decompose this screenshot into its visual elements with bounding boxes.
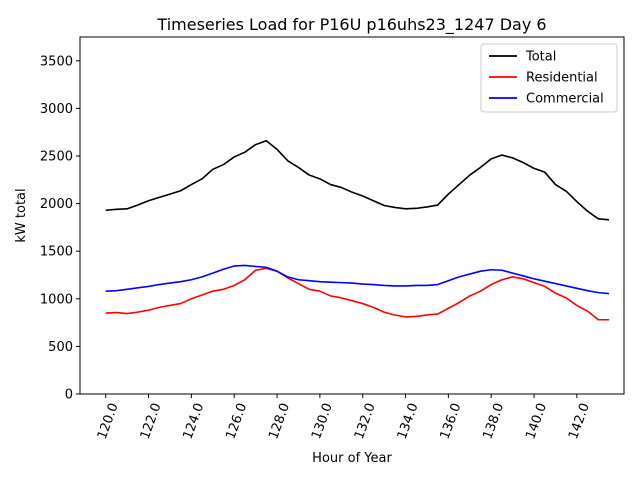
series-lines (105, 139, 610, 321)
y-axis-ticks: 0 500 1000 1500 2000 2500 3000 3500 (40, 54, 80, 403)
legend-box (480, 43, 618, 113)
y-tick-label: 1000 (40, 292, 73, 307)
series-line-residential (105, 267, 610, 321)
legend-label-residential: Residential (526, 71, 598, 86)
y-axis-label: kW total (14, 188, 29, 242)
x-axis-label: Hour of Year (312, 451, 392, 466)
legend: Total Residential Commercial (480, 43, 618, 113)
series-line-total (105, 139, 610, 221)
y-tick-label: 500 (48, 340, 73, 355)
y-tick-label: 3000 (40, 102, 73, 117)
legend-label-commercial: Commercial (526, 92, 604, 107)
plot-frame (79, 36, 625, 395)
y-tick-label: 2500 (40, 150, 73, 165)
series-line-commercial (105, 264, 610, 295)
chart-title: Timeseries Load for P16U p16uhs23_1247 D… (156, 15, 546, 35)
y-tick-label: 2000 (40, 197, 73, 212)
y-tick-label: 1500 (40, 245, 73, 260)
y-tick-label: 3500 (40, 54, 73, 69)
legend-label-total: Total (525, 50, 556, 65)
y-tick-label: 0 (65, 388, 73, 403)
